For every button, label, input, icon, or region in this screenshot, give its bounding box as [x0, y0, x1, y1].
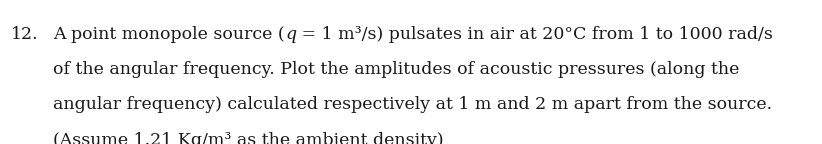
- Text: 12.: 12.: [11, 26, 39, 43]
- Text: = 1 m³/s) pulsates in air at 20°C from 1 to 1000 rad/s: = 1 m³/s) pulsates in air at 20°C from 1…: [296, 26, 773, 43]
- Text: q: q: [285, 26, 296, 43]
- Text: A point monopole source (: A point monopole source (: [53, 26, 285, 43]
- Text: of the angular frequency. Plot the amplitudes of acoustic pressures (along the: of the angular frequency. Plot the ampli…: [53, 61, 740, 78]
- Text: angular frequency) calculated respectively at 1 m and 2 m apart from the source.: angular frequency) calculated respective…: [53, 96, 773, 113]
- Text: (Assume 1.21 Kg/m³ as the ambient density): (Assume 1.21 Kg/m³ as the ambient densit…: [53, 132, 444, 144]
